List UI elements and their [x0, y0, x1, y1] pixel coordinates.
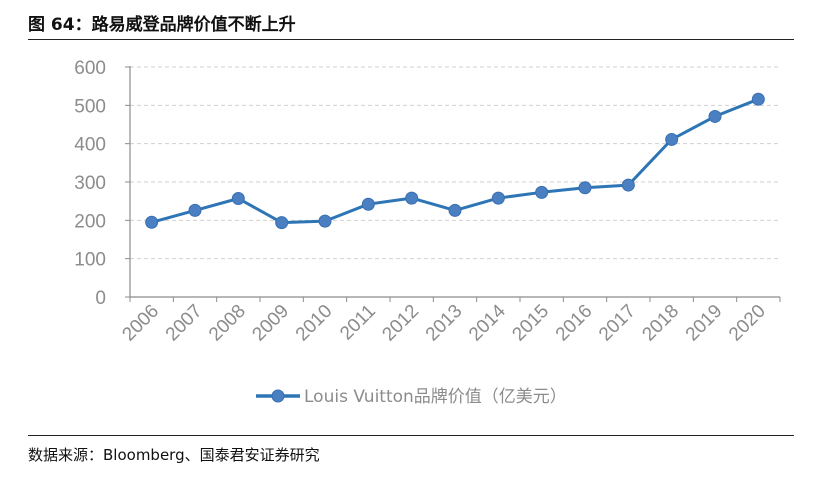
data-point [621, 178, 635, 192]
data-point [231, 191, 245, 205]
x-tick-label: 2012 [378, 301, 423, 346]
data-point [405, 191, 419, 205]
legend-marker-swatch [271, 389, 285, 403]
x-tick-label: 2014 [465, 300, 510, 345]
source-note: 数据来源：Bloomberg、国泰君安证券研究 [28, 446, 320, 464]
data-point [275, 216, 289, 230]
x-tick-label: 2008 [205, 301, 250, 346]
axes [125, 66, 781, 302]
x-tick-label: 2009 [248, 301, 293, 346]
data-point [448, 203, 462, 217]
x-tick-label: 2011 [336, 301, 380, 345]
legend-label: Louis Vuitton品牌价值（亿美元） [304, 387, 567, 407]
y-tick-label: 300 [74, 173, 106, 194]
x-tick-label: 2018 [638, 301, 683, 346]
y-axis-ticks: 0 100 200 300 400 500 600 [74, 58, 106, 309]
data-point [318, 214, 332, 228]
data-point [491, 191, 505, 205]
data-point [665, 132, 679, 146]
data-point [145, 215, 159, 229]
y-tick-label: 0 [95, 288, 106, 309]
legend: Louis Vuitton品牌价值（亿美元） [256, 387, 567, 407]
figure-title: 图 64：路易威登品牌价值不断上升 [28, 15, 296, 35]
x-tick-label: 2016 [552, 301, 597, 346]
x-tick-label: 2013 [422, 301, 467, 346]
source-rule [28, 435, 794, 436]
x-tick-label: 2007 [162, 301, 207, 346]
title-rule [28, 39, 794, 40]
data-point [188, 203, 202, 217]
x-tick-label: 2020 [725, 301, 770, 346]
y-tick-label: 500 [74, 96, 106, 117]
data-point [751, 92, 765, 106]
data-point [361, 197, 375, 211]
x-tick-label: 2010 [292, 301, 337, 346]
series-layer [145, 92, 765, 230]
y-tick-label: 200 [74, 211, 106, 232]
y-tick-label: 600 [74, 58, 106, 79]
y-tick-label: 400 [74, 135, 106, 156]
x-tick-label: 2017 [595, 301, 640, 346]
data-point [535, 185, 549, 199]
gridlines [130, 66, 780, 260]
x-tick-label: 2015 [508, 301, 553, 346]
data-point [578, 181, 592, 195]
data-point [708, 109, 722, 123]
y-tick-label: 100 [74, 250, 106, 271]
x-tick-label: 2019 [682, 301, 727, 346]
x-tick-label: 2006 [118, 301, 163, 346]
